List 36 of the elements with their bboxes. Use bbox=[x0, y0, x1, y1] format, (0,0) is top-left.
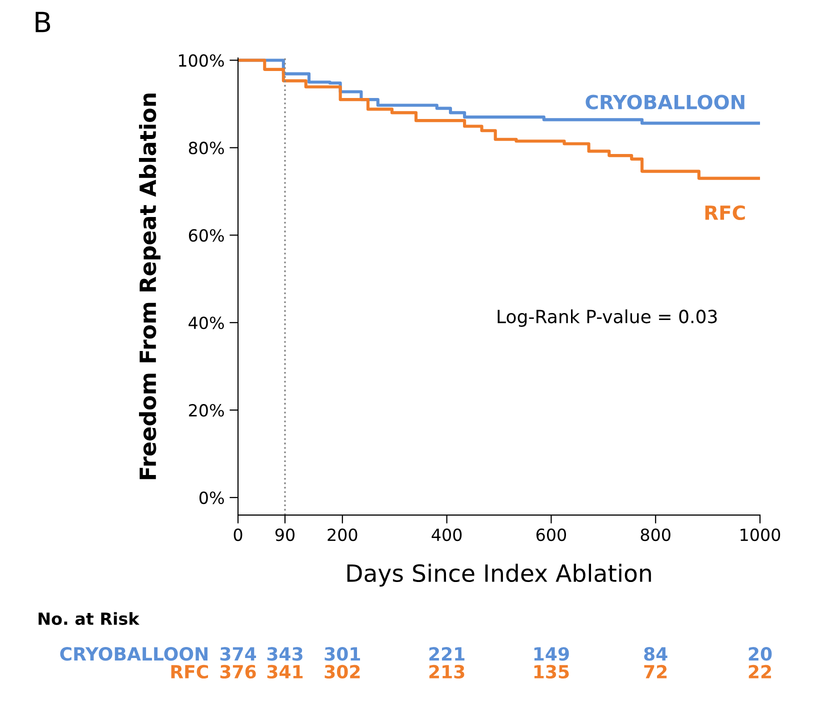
x-tick-label: 400 bbox=[432, 528, 462, 542]
text: 343 bbox=[267, 647, 302, 661]
text: 341 bbox=[267, 664, 303, 679]
text: No. at Risk bbox=[38, 612, 140, 625]
y-tick-label: 100% bbox=[179, 54, 224, 67]
annotation: Log-Rank P-value = 0.03 bbox=[498, 309, 717, 327]
series-label: CRYOBALLOON bbox=[586, 94, 744, 110]
text: 221 bbox=[429, 647, 464, 660]
x-axis-title: Days Since Index Ablation bbox=[347, 564, 651, 587]
text: CRYOBALLOON bbox=[60, 647, 208, 661]
text: RFC bbox=[171, 664, 208, 679]
x-tick-label: 600 bbox=[536, 528, 566, 542]
text: 213 bbox=[429, 664, 464, 679]
text: 149 bbox=[534, 647, 569, 661]
x-tick-label: 800 bbox=[640, 528, 670, 542]
text: B bbox=[36, 12, 50, 32]
text: 22 bbox=[748, 664, 771, 678]
text: 374 bbox=[220, 647, 256, 661]
x-tick-label: 200 bbox=[328, 528, 358, 542]
y-tick-label: 60% bbox=[188, 229, 224, 242]
text: 302 bbox=[324, 664, 360, 679]
text: 20 bbox=[748, 647, 772, 661]
y-tick-label: 20% bbox=[188, 404, 224, 417]
text: 376 bbox=[220, 664, 256, 679]
x-tick-label: 1000 bbox=[740, 528, 780, 542]
y-tick-label: 80% bbox=[188, 142, 224, 154]
x-tick-label: 0 bbox=[234, 528, 242, 542]
x-tick-label: 90 bbox=[275, 528, 294, 542]
y-tick-label: 0% bbox=[199, 491, 224, 504]
text: 301 bbox=[324, 647, 360, 661]
text: 135 bbox=[534, 664, 569, 679]
y-tick-label: 40% bbox=[188, 316, 224, 330]
series-label: RFC bbox=[705, 205, 745, 220]
text: 72 bbox=[644, 664, 667, 678]
text: 84 bbox=[644, 647, 668, 661]
y-axis-title: Freedom From Repeat Ablation bbox=[138, 94, 161, 480]
